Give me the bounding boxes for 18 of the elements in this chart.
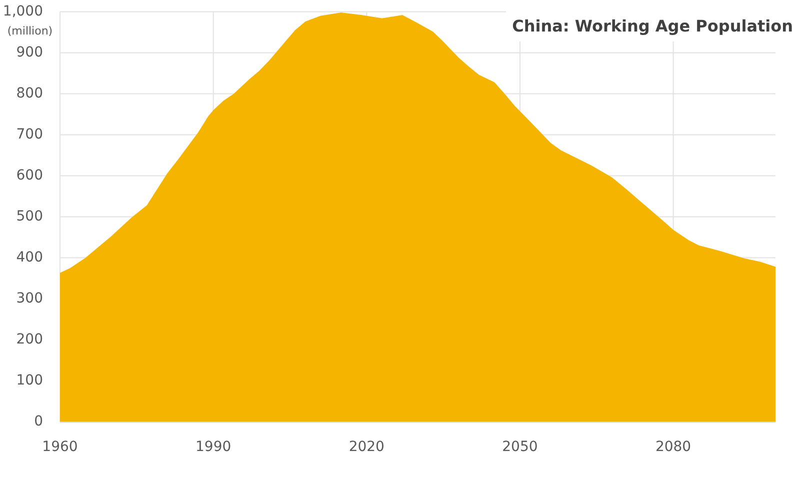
x-tick-label: 1990: [196, 439, 232, 455]
y-tick-label: 700: [16, 126, 43, 143]
y-tick-label: 800: [16, 86, 43, 102]
x-tick-label: 2050: [502, 439, 538, 455]
y-tick-label: 500: [16, 208, 43, 225]
y-tick-label: 1,000: [2, 4, 43, 20]
chart-title: China: Working Age Population: [512, 16, 793, 36]
y-tick-label: 200: [16, 332, 43, 348]
y-tick-label: 900: [16, 44, 43, 61]
x-tick-label: 2080: [655, 439, 692, 455]
y-tick-label: 600: [16, 168, 43, 184]
x-tick-label: 1960: [42, 439, 78, 455]
y-tick-label: 300: [16, 290, 43, 307]
y-tick-label: 0: [34, 414, 43, 430]
y-axis-title: (million): [7, 24, 53, 38]
y-tick-label: 100: [16, 372, 43, 389]
y-tick-label: 400: [16, 250, 43, 266]
x-tick-label: 2020: [348, 439, 384, 455]
